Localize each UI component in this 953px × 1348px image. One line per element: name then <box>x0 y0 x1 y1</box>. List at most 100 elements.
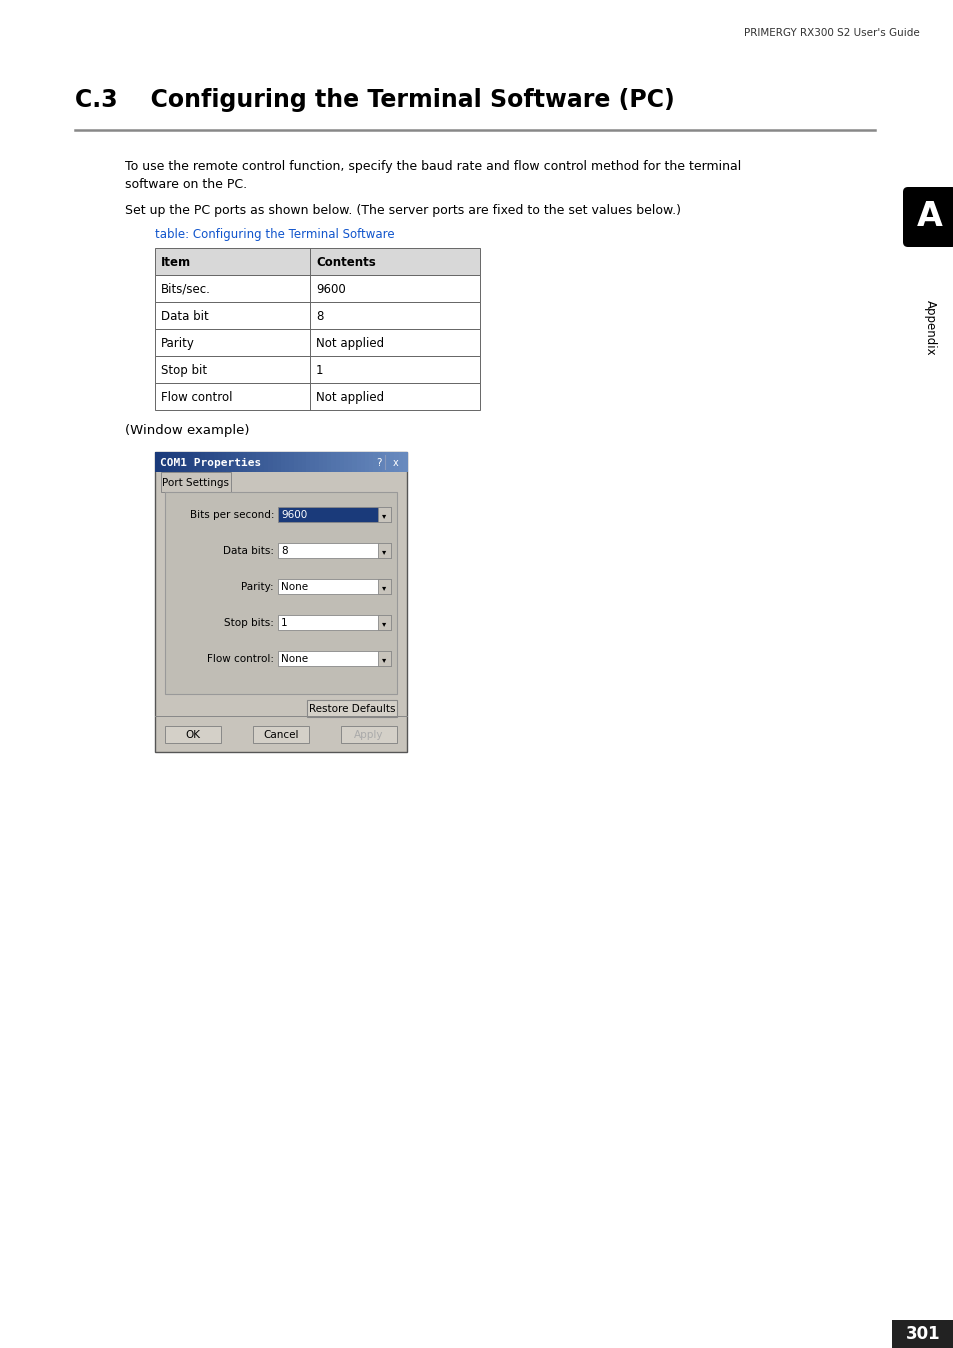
Bar <box>381 452 387 472</box>
Bar <box>302 452 307 472</box>
Bar <box>377 615 391 630</box>
Bar <box>356 452 361 472</box>
Bar <box>339 452 345 472</box>
Bar <box>377 543 391 558</box>
Bar <box>252 452 256 472</box>
Bar <box>268 452 274 472</box>
Bar <box>260 452 265 472</box>
Text: Set up the PC ports as shown below. (The server ports are fixed to the set value: Set up the PC ports as shown below. (The… <box>125 204 680 217</box>
Bar <box>314 452 319 472</box>
Bar <box>154 383 479 410</box>
Text: 8: 8 <box>315 310 323 324</box>
Bar <box>394 452 399 472</box>
Text: Contents: Contents <box>315 256 375 270</box>
Text: ▾: ▾ <box>382 511 386 520</box>
Text: Parity:: Parity: <box>241 582 274 593</box>
Bar <box>277 507 391 522</box>
Text: Data bit: Data bit <box>161 310 209 324</box>
Bar <box>180 452 185 472</box>
Bar <box>281 452 286 472</box>
Text: 1: 1 <box>281 619 288 628</box>
Text: Appendix: Appendix <box>923 301 936 356</box>
Bar <box>273 452 277 472</box>
Bar <box>277 651 391 666</box>
Bar <box>213 452 219 472</box>
Bar <box>154 302 479 329</box>
Text: Apply: Apply <box>354 731 383 740</box>
Text: table: Configuring the Terminal Software: table: Configuring the Terminal Software <box>154 228 395 241</box>
Bar <box>239 452 244 472</box>
Text: PRIMERGY RX300 S2 User's Guide: PRIMERGY RX300 S2 User's Guide <box>743 28 919 38</box>
Text: Data bits:: Data bits: <box>223 546 274 557</box>
Bar <box>294 452 298 472</box>
Text: Flow control:: Flow control: <box>207 655 274 665</box>
Bar <box>210 452 214 472</box>
Bar <box>193 452 198 472</box>
Text: (Window example): (Window example) <box>125 425 250 437</box>
Bar <box>218 452 223 472</box>
Bar <box>398 452 403 472</box>
FancyBboxPatch shape <box>902 187 953 247</box>
Bar <box>323 452 328 472</box>
Bar <box>222 452 227 472</box>
Bar <box>226 452 232 472</box>
Bar <box>168 452 172 472</box>
Bar <box>201 452 206 472</box>
Bar <box>175 452 181 472</box>
Text: Stop bits:: Stop bits: <box>224 619 274 628</box>
Bar <box>285 452 290 472</box>
Bar <box>161 472 231 492</box>
Bar <box>243 452 248 472</box>
Bar <box>386 452 391 472</box>
Text: 9600: 9600 <box>315 283 345 297</box>
Text: Item: Item <box>161 256 191 270</box>
Text: software on the PC.: software on the PC. <box>125 178 247 191</box>
Bar <box>377 507 391 522</box>
Bar <box>360 452 366 472</box>
Text: Port Settings: Port Settings <box>162 479 230 488</box>
Bar <box>344 452 349 472</box>
Text: x: x <box>393 458 398 468</box>
Bar <box>307 700 396 717</box>
Bar <box>184 452 190 472</box>
Text: COM1 Properties: COM1 Properties <box>160 458 261 468</box>
Bar <box>377 452 382 472</box>
Bar <box>340 727 396 743</box>
Bar <box>331 452 336 472</box>
Text: Parity: Parity <box>161 337 194 350</box>
Text: To use the remote control function, specify the baud rate and flow control metho: To use the remote control function, spec… <box>125 160 740 173</box>
Bar <box>327 452 332 472</box>
Text: Restore Defaults: Restore Defaults <box>309 705 395 714</box>
Bar <box>231 452 235 472</box>
Bar <box>306 452 311 472</box>
Bar <box>277 543 391 558</box>
Text: 9600: 9600 <box>281 511 307 520</box>
Bar <box>154 356 479 383</box>
Bar <box>390 452 395 472</box>
Bar <box>154 452 160 472</box>
Text: None: None <box>281 582 308 593</box>
Bar <box>154 329 479 356</box>
Bar <box>234 452 240 472</box>
Text: ▾: ▾ <box>382 619 386 628</box>
Bar <box>154 248 479 275</box>
Bar <box>318 452 324 472</box>
Text: 1: 1 <box>315 364 323 377</box>
Text: ▾: ▾ <box>382 655 386 665</box>
Text: Flow control: Flow control <box>161 391 233 404</box>
Bar <box>189 452 193 472</box>
Bar <box>253 727 309 743</box>
Text: Not applied: Not applied <box>315 391 384 404</box>
Bar <box>377 651 391 666</box>
Text: C.3    Configuring the Terminal Software (PC): C.3 Configuring the Terminal Software (P… <box>75 88 674 112</box>
Bar <box>154 452 407 752</box>
Bar <box>373 452 378 472</box>
Bar <box>255 452 261 472</box>
Bar <box>377 580 391 594</box>
Text: ?: ? <box>375 458 381 468</box>
Text: A: A <box>916 201 942 233</box>
Text: Cancel: Cancel <box>263 731 298 740</box>
Text: None: None <box>281 655 308 665</box>
Bar <box>402 452 408 472</box>
Bar <box>365 452 370 472</box>
